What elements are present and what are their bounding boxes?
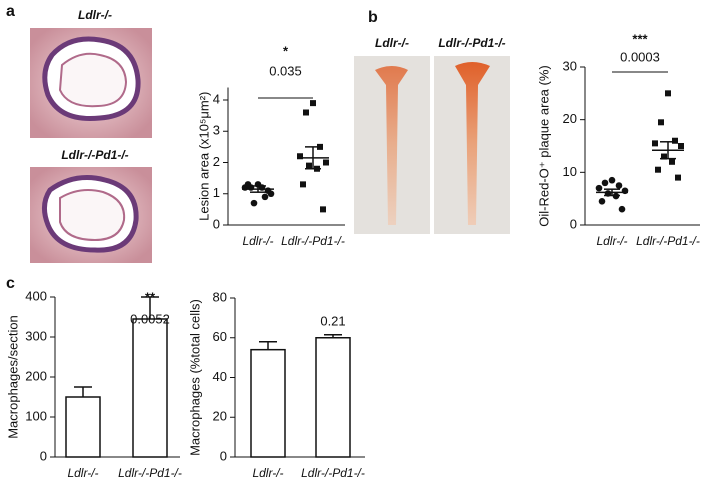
y-tick-label: 40	[213, 369, 227, 384]
y-tick-label: 0	[40, 448, 47, 463]
data-point	[618, 205, 626, 213]
y-axis-label: Macrophages/section	[5, 315, 20, 439]
panel-label: b	[368, 9, 378, 26]
data-point	[297, 153, 303, 160]
significance-stars: **	[145, 289, 156, 304]
bar	[250, 348, 286, 458]
y-tick-label: 20	[563, 111, 577, 126]
data-point	[261, 193, 269, 201]
data-point	[250, 199, 258, 207]
data-point	[306, 162, 312, 169]
x-tick-label: Ldlr-/-	[242, 234, 273, 248]
x-tick-label: Ldlr-/-Pd1-/-	[636, 234, 700, 248]
bar	[132, 318, 168, 458]
y-tick-label: 0	[570, 216, 577, 231]
y-tick-label: 4	[213, 91, 220, 106]
y-axis-label: Lesion area (x10⁵μm²)	[196, 92, 211, 221]
data-point	[675, 174, 681, 181]
p-value: 0.0052	[130, 311, 170, 326]
p-value: 0.035	[269, 63, 302, 78]
y-tick-label: 60	[213, 329, 227, 344]
y-tick-label: 1	[213, 185, 220, 200]
image-label: Ldlr-/-	[375, 36, 409, 50]
significance-stars: *	[283, 43, 289, 58]
y-tick-label: 20	[213, 409, 227, 424]
data-point	[303, 109, 309, 116]
panel-label: a	[6, 3, 15, 20]
panel-label: c	[6, 275, 15, 292]
p-value: 0.21	[320, 313, 345, 328]
image-label: Ldlr-/-Pd1-/-	[61, 148, 128, 162]
x-tick-label: Ldlr-/-	[596, 234, 627, 248]
y-tick-label: 2	[213, 154, 220, 169]
y-tick-label: 30	[563, 58, 577, 73]
data-point	[652, 140, 658, 147]
bar	[65, 396, 101, 458]
data-point	[601, 179, 609, 187]
x-tick-label: Ldlr-/-Pd1-/-	[118, 466, 182, 480]
data-point	[658, 119, 664, 126]
y-tick-label: 0	[213, 216, 220, 231]
data-point	[244, 181, 252, 188]
data-point	[655, 166, 661, 173]
data-point	[608, 176, 616, 184]
data-point	[310, 100, 316, 107]
y-tick-label: 300	[25, 328, 47, 343]
data-point	[598, 198, 606, 205]
x-tick-label: Ldlr-/-Pd1-/-	[281, 234, 345, 248]
x-tick-label: Ldlr-/-	[252, 466, 283, 480]
data-point	[669, 158, 675, 165]
histology-images	[30, 28, 152, 263]
data-point	[672, 137, 678, 144]
data-point	[323, 159, 329, 166]
y-axis-label: Macrophages (%total cells)	[187, 299, 202, 456]
data-point	[615, 182, 623, 189]
y-tick-label: 200	[25, 368, 47, 383]
y-tick-label: 3	[213, 123, 220, 138]
data-point	[300, 181, 306, 188]
data-point	[661, 153, 667, 160]
data-point	[595, 184, 603, 192]
image-label: Ldlr-/-Pd1-/-	[438, 36, 505, 50]
x-tick-label: Ldlr-/-	[67, 466, 98, 480]
y-tick-label: 10	[563, 164, 577, 179]
data-point	[665, 90, 671, 97]
y-tick-label: 80	[213, 289, 227, 304]
significance-stars: ***	[632, 31, 648, 46]
p-value: 0.0003	[620, 49, 660, 64]
image-label: Ldlr-/-	[78, 8, 112, 22]
x-tick-label: Ldlr-/-Pd1-/-	[301, 466, 365, 480]
y-tick-label: 100	[25, 408, 47, 423]
data-point	[320, 206, 326, 213]
bar	[315, 337, 351, 458]
data-point	[678, 143, 684, 149]
aorta-images	[354, 56, 510, 234]
y-axis-label: Oil-Red-O⁺ plaque area (%)	[536, 65, 551, 226]
y-tick-label: 400	[25, 288, 47, 303]
y-tick-label: 0	[220, 448, 227, 463]
